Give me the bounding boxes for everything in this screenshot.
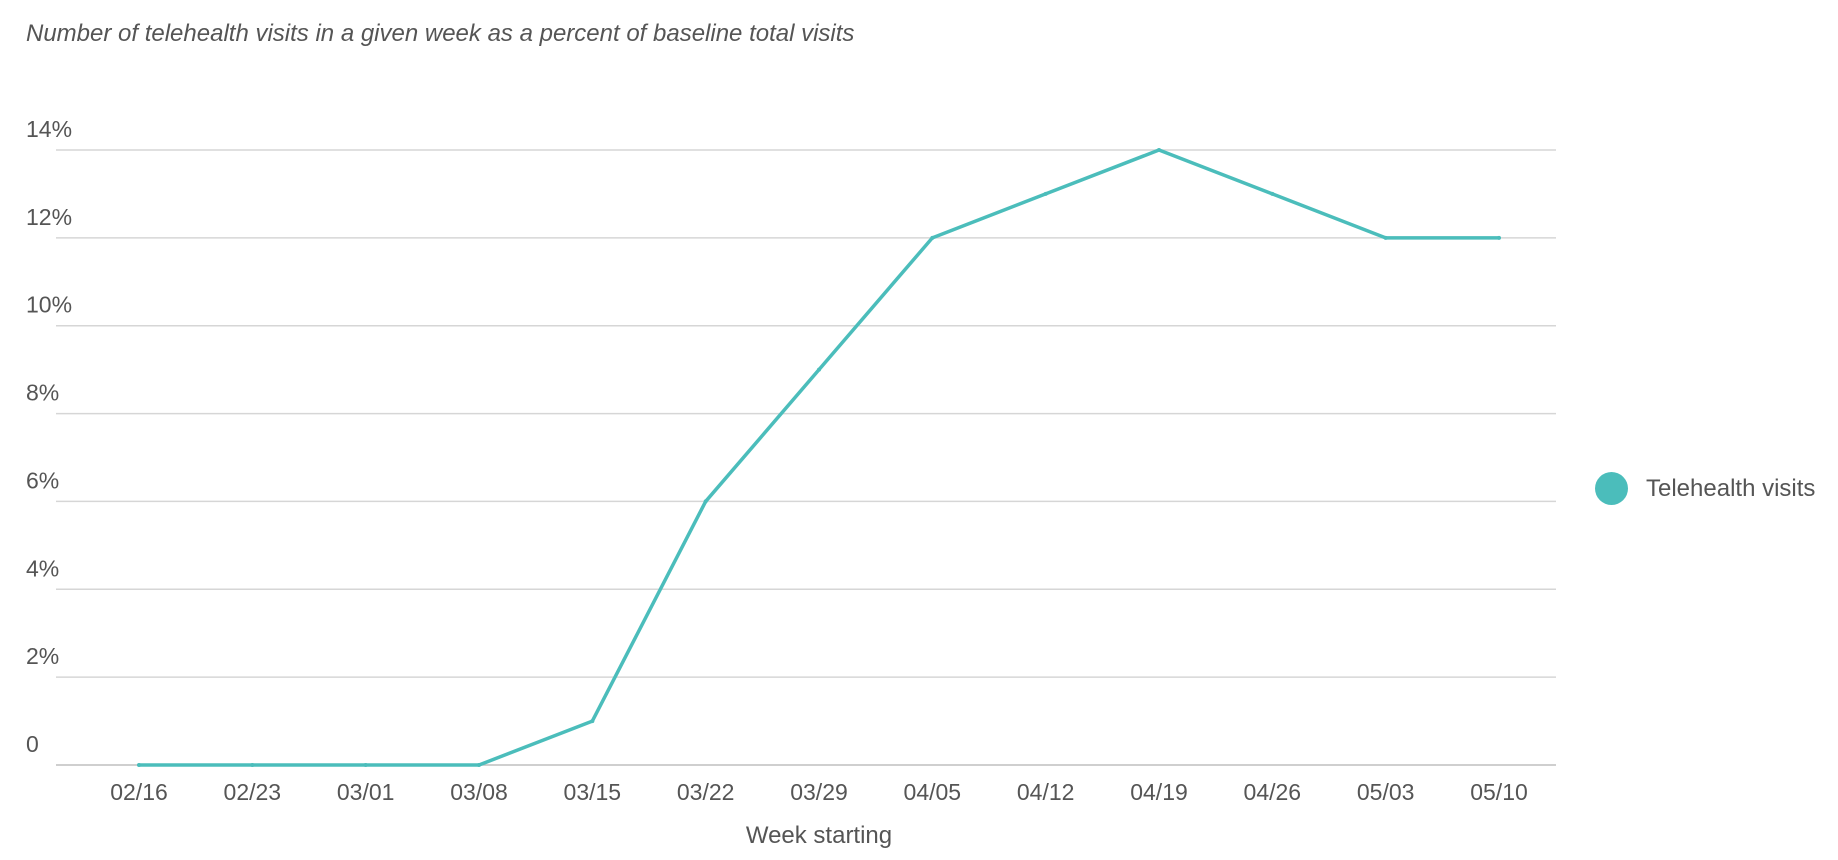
x-tick-label: 05/10 bbox=[1470, 779, 1528, 805]
data-point bbox=[477, 763, 481, 767]
x-tick-label: 03/29 bbox=[790, 779, 848, 805]
data-point bbox=[1157, 148, 1161, 152]
legend: Telehealth visits bbox=[1595, 472, 1815, 505]
x-tick-label: 03/08 bbox=[450, 779, 508, 805]
data-point bbox=[590, 719, 595, 724]
y-tick-label: 12% bbox=[26, 204, 72, 230]
x-tick-label: 04/12 bbox=[1017, 779, 1075, 805]
y-tick-label: 10% bbox=[26, 292, 72, 318]
chart-title: Number of telehealth visits in a given w… bbox=[26, 20, 855, 47]
y-tick-label: 4% bbox=[26, 555, 59, 581]
x-axis-ticks: 02/16 02/23 03/01 03/08 03/15 03/22 03/29 04/05… bbox=[110, 779, 1528, 805]
y-axis-ticks: 0 2% 4% 6% 8% 10% 12% 14% bbox=[26, 116, 72, 757]
series-lines bbox=[137, 148, 1501, 767]
y-tick-label: 2% bbox=[26, 643, 59, 669]
x-tick-label: 05/03 bbox=[1357, 779, 1415, 805]
x-tick-label: 02/16 bbox=[110, 779, 168, 805]
x-tick-label: 04/19 bbox=[1130, 779, 1188, 805]
x-tick-label: 02/23 bbox=[224, 779, 282, 805]
data-point bbox=[1043, 191, 1048, 196]
x-tick-label: 03/22 bbox=[677, 779, 735, 805]
data-point bbox=[1270, 191, 1275, 196]
x-tick-label: 03/01 bbox=[337, 779, 395, 805]
x-axis-title: Week starting bbox=[746, 822, 892, 849]
y-tick-label: 0 bbox=[26, 731, 39, 757]
data-point bbox=[703, 499, 708, 504]
y-tick-label: 14% bbox=[26, 116, 72, 142]
y-tick-label: 6% bbox=[26, 467, 59, 493]
x-tick-label: 03/15 bbox=[564, 779, 622, 805]
gridlines bbox=[56, 149, 1556, 766]
data-point bbox=[930, 235, 935, 240]
data-point bbox=[137, 763, 141, 767]
data-point bbox=[817, 367, 821, 372]
y-tick-label: 8% bbox=[26, 380, 59, 406]
x-tick-label: 04/05 bbox=[904, 779, 962, 805]
data-point bbox=[1497, 235, 1501, 240]
data-point bbox=[250, 763, 255, 767]
series-line bbox=[137, 148, 1501, 767]
data-point bbox=[1383, 235, 1388, 240]
legend-marker bbox=[1595, 472, 1628, 505]
legend-label: Telehealth visits bbox=[1646, 474, 1816, 502]
data-point bbox=[363, 763, 368, 767]
x-tick-label: 04/26 bbox=[1244, 779, 1302, 805]
